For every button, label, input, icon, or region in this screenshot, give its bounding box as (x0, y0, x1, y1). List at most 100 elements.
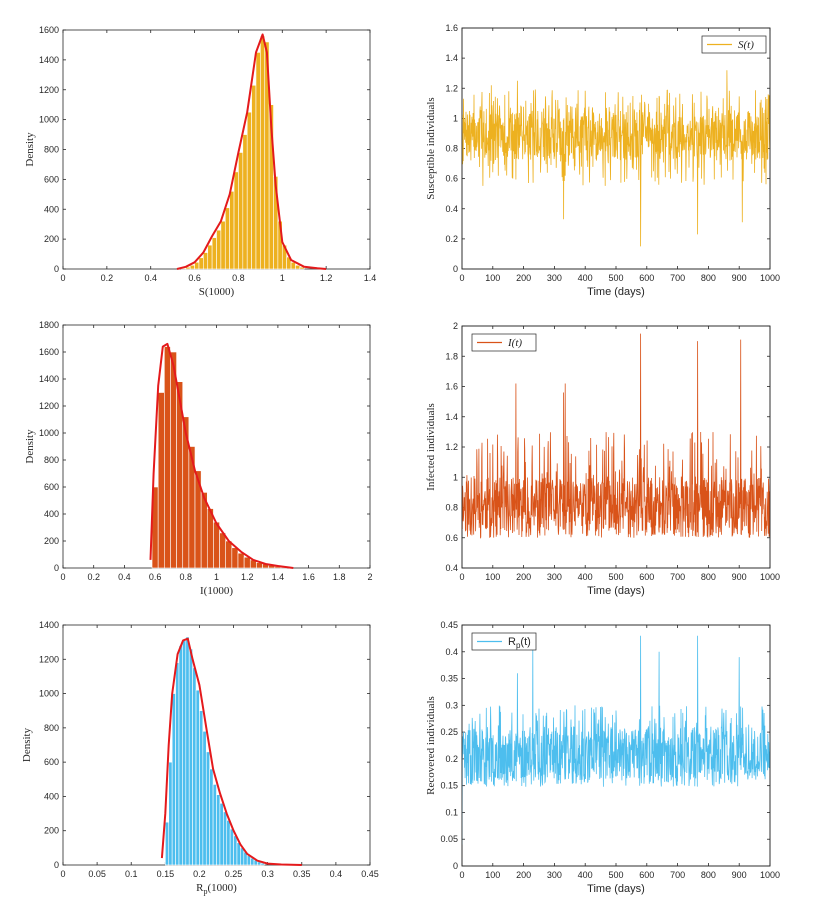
ts_r-xtick-label: 800 (701, 870, 716, 880)
hist_i-ytick-label: 800 (44, 455, 59, 465)
ts_r-ytick-label: 0.1 (445, 807, 458, 817)
hist_r-xtick-label: 0.2 (193, 869, 206, 879)
hist_i-ytick-label: 200 (44, 536, 59, 546)
hist_i-bar (157, 392, 165, 569)
hist_r-ylabel: Density (21, 727, 33, 762)
hist_r-bar (236, 842, 241, 866)
ts_r-ytick-label: 0.15 (440, 781, 458, 791)
ts_i-legend: I(t) (471, 333, 537, 352)
hist_i-ytick-label: 1200 (39, 401, 59, 411)
hist_i-ytick-label: 1000 (39, 428, 59, 438)
ts_i-ytick-label: 0.4 (445, 563, 458, 573)
hist_r-bar (195, 689, 200, 866)
hist_r-bar (178, 645, 183, 866)
ts_r-ytick-label: 0.35 (440, 674, 458, 684)
hist_s-ytick-label: 1400 (39, 55, 59, 65)
ts_s-legend: S(t) (701, 35, 767, 54)
hist_s-bars (181, 35, 305, 270)
hist_s-xtick-label: 0.2 (101, 273, 114, 283)
hist_i-ytick-label: 600 (44, 482, 59, 492)
hist_s-ytick-label: 1200 (39, 85, 59, 95)
ts_r-series-line (462, 635, 770, 845)
hist_i-xtick-label: 1.4 (272, 572, 285, 582)
hist_i-xtick-label: 1 (214, 572, 219, 582)
hist_r-xtick-label: 0.4 (330, 869, 343, 879)
hist_i-xtick-label: 1.6 (302, 572, 315, 582)
ts_r-xtick-label: 400 (578, 870, 593, 880)
hist_r-bar (175, 662, 180, 866)
ts_s-xtick-label: 100 (485, 273, 500, 283)
ts_r-xtick-label: 700 (670, 870, 685, 880)
ts_r-xlabel: Time (days) (587, 883, 645, 895)
hist_s-ytick-label: 600 (44, 174, 59, 184)
ts_i-ytick-label: 0.8 (445, 503, 458, 513)
hist_i-xtick-label: 0 (60, 572, 65, 582)
hist_i-bar (225, 540, 233, 569)
hist_s-bar (194, 261, 200, 270)
hist_s-panel: 0 0.2 0.4 0.6 0.8 1 1.2 1.4 0 200 400 600 800 1000 120… (24, 25, 376, 298)
ts_s-xtick-label: 1000 (760, 273, 780, 283)
hist_s-bar (290, 261, 296, 270)
hist_s-bar (229, 191, 235, 270)
ts_r-xtick-label: 1000 (760, 870, 780, 880)
hist_s-ytick-label: 1600 (39, 25, 59, 35)
hist_i-bar (237, 552, 245, 569)
ts_i-xtick-label: 700 (670, 572, 685, 582)
hist_r-bar (168, 761, 173, 866)
ts_s-axes-frame (461, 27, 771, 270)
hist_s-ylabel: Density (24, 132, 36, 167)
ts_r-xtick-label: 200 (516, 870, 531, 880)
hist_r-bar (202, 730, 207, 866)
hist_i-xtick-label: 2 (367, 572, 372, 582)
ts_i-ytick-label: 0.6 (445, 533, 458, 543)
hist_i-xlabel: I(1000) (200, 585, 233, 597)
hist_r-xtick-label: 0.3 (261, 869, 274, 879)
hist_r-ytick-label: 1000 (39, 689, 59, 699)
hist_s-bar (220, 220, 226, 270)
ts_s-ylabel: Susceptible individuals (425, 97, 437, 199)
hist_i-bar (206, 508, 214, 569)
ts_r-legend: Rp(t) (471, 632, 537, 651)
hist_i-bar (164, 346, 171, 569)
hist_r-density-curve (160, 637, 302, 866)
hist_i-bar (243, 556, 251, 569)
hist_i-bar (219, 532, 227, 569)
hist_r-xtick-label: 0.25 (225, 869, 243, 879)
hist_s-bar (255, 52, 261, 270)
ts_r-xtick-label: 0 (459, 870, 464, 880)
hist_i-bar (170, 351, 177, 569)
hist_i-ytick-label: 400 (44, 509, 59, 519)
ts_s-ytick-label: 0.2 (445, 234, 458, 244)
hist_s-xtick-label: 1.2 (320, 273, 333, 283)
ts_i-xtick-label: 0 (459, 572, 464, 582)
ts_i-xtick-label: 900 (732, 572, 747, 582)
ts_i-xtick-label: 500 (608, 572, 623, 582)
hist_i-xtick-label: 1.2 (241, 572, 254, 582)
hist_s-xtick-label: 0.8 (232, 273, 245, 283)
hist_s-ytick-label: 400 (44, 204, 59, 214)
ts_i-axes-frame (461, 325, 771, 569)
hist_r-bar (209, 768, 214, 866)
hist_s-bar (260, 35, 266, 270)
hist_s-xtick-label: 0 (60, 273, 65, 283)
hist_r-bars (165, 636, 265, 866)
hist_r-ytick-label: 1400 (39, 620, 59, 630)
hist_i-xtick-label: 0.6 (149, 572, 162, 582)
ts_r-legend-box (471, 632, 537, 651)
hist_r-xtick-label: 0.05 (88, 869, 106, 879)
ts_r-ylabel: Recovered individuals (425, 696, 437, 795)
ts_s-ytick-label: 1 (453, 113, 458, 123)
ts_r-xtick-label: 100 (485, 870, 500, 880)
hist_s-bar (224, 207, 230, 270)
ts_s-ytick-label: 0 (453, 264, 458, 274)
ts_r-ytick-label: 0.2 (445, 754, 458, 764)
ts_s-panel: 0 100 200 300 400 500 600 700 800 900 1000 0 0.2 0.4 0… (425, 23, 780, 298)
ts_s-xtick-label: 900 (732, 273, 747, 283)
hist_i-ytick-label: 1600 (39, 347, 59, 357)
hist_r-xtick-label: 0.35 (293, 869, 311, 879)
ts_i-ytick-label: 2 (453, 321, 458, 331)
ts_r-xtick-label: 600 (639, 870, 654, 880)
ts_s-legend-box (701, 35, 767, 54)
ts_r-xtick-label: 300 (547, 870, 562, 880)
